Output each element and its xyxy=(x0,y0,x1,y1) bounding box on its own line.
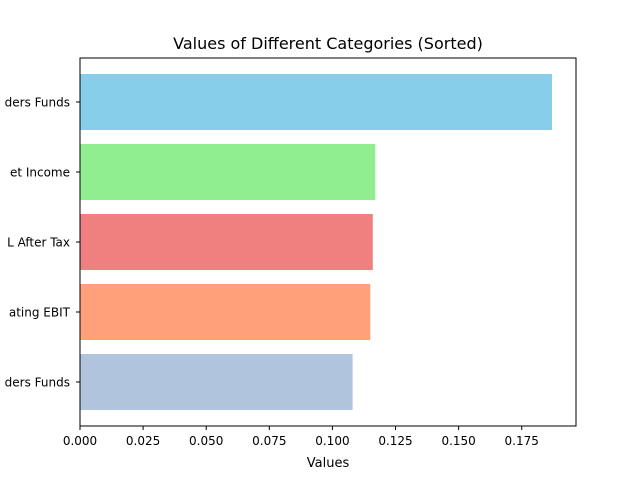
bar-0 xyxy=(80,74,553,130)
bar-3 xyxy=(80,284,371,340)
x-tick-label-1: 0.025 xyxy=(126,434,160,448)
x-tick-label-3: 0.075 xyxy=(252,434,286,448)
y-tick-label-4: ders Funds xyxy=(5,376,70,390)
x-tick-label-2: 0.050 xyxy=(189,434,223,448)
bars-group xyxy=(80,74,553,410)
y-tick-label-2: L After Tax xyxy=(7,236,70,250)
y-tick-label-3: ating EBIT xyxy=(9,306,71,320)
x-axis-label: Values xyxy=(307,456,350,471)
y-tick-label-0: ders Funds xyxy=(5,96,70,110)
x-tick-label-0: 0.000 xyxy=(63,434,97,448)
x-tick-label-4: 0.100 xyxy=(315,434,349,448)
x-tick-label-7: 0.175 xyxy=(505,434,539,448)
x-axis: 0.000 0.025 0.050 0.075 0.100 0.125 0.150 0.175 xyxy=(63,426,539,448)
y-axis: ders Funds et Income L After Tax ating EBIT… xyxy=(5,96,80,390)
plot-frame xyxy=(79,57,577,427)
x-tick-label-6: 0.150 xyxy=(441,434,475,448)
bar-1 xyxy=(80,144,376,200)
bar-4 xyxy=(80,354,353,410)
bar-2 xyxy=(80,214,373,270)
x-tick-label-5: 0.125 xyxy=(378,434,412,448)
chart-title: Values of Different Categories (Sorted) xyxy=(173,34,483,53)
y-tick-label-1: et Income xyxy=(10,166,70,180)
